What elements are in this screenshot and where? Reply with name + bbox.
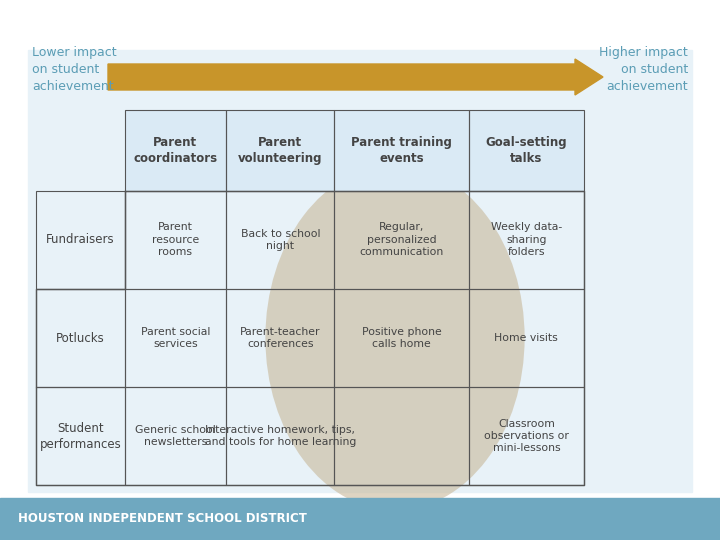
Text: Parent-teacher
conferences: Parent-teacher conferences bbox=[240, 327, 320, 349]
Bar bbox=[335, 110, 469, 191]
Text: Potlucks: Potlucks bbox=[56, 332, 104, 345]
Bar bbox=[125, 110, 584, 191]
Text: HOUSTON INDEPENDENT SCHOOL DISTRICT: HOUSTON INDEPENDENT SCHOOL DISTRICT bbox=[18, 512, 307, 525]
Bar bbox=[469, 191, 584, 289]
Bar bbox=[125, 191, 226, 289]
Text: Higher impact
on student
achievement: Higher impact on student achievement bbox=[599, 46, 688, 93]
Text: Parent training
events: Parent training events bbox=[351, 136, 452, 165]
Bar bbox=[226, 110, 335, 191]
FancyArrow shape bbox=[108, 59, 603, 95]
Bar bbox=[226, 387, 335, 485]
Bar bbox=[469, 289, 584, 387]
Text: Parent social
services: Parent social services bbox=[140, 327, 210, 349]
Bar bbox=[469, 387, 584, 485]
Text: Regular,
personalized
communication: Regular, personalized communication bbox=[359, 222, 444, 257]
Bar bbox=[335, 191, 469, 289]
Bar bbox=[125, 110, 226, 191]
Text: Back to school
night: Back to school night bbox=[240, 228, 320, 251]
Ellipse shape bbox=[266, 165, 525, 510]
Text: Home visits: Home visits bbox=[495, 333, 558, 343]
Bar bbox=[125, 387, 226, 485]
Bar bbox=[0, 498, 720, 540]
Text: Fundraisers: Fundraisers bbox=[46, 233, 114, 246]
Bar bbox=[28, 50, 692, 492]
Text: Parent
coordinators: Parent coordinators bbox=[133, 136, 217, 165]
Text: Generic school
newsletters: Generic school newsletters bbox=[135, 425, 216, 447]
Text: Student
performances: Student performances bbox=[40, 422, 121, 450]
Bar bbox=[125, 289, 226, 387]
Text: Interactive homework, tips,
and tools for home learning: Interactive homework, tips, and tools fo… bbox=[204, 425, 356, 447]
Bar bbox=[335, 289, 469, 387]
Bar bbox=[226, 289, 335, 387]
Bar bbox=[36, 191, 125, 289]
Text: Weekly data-
sharing
folders: Weekly data- sharing folders bbox=[491, 222, 562, 257]
Text: Parent
resource
rooms: Parent resource rooms bbox=[152, 222, 199, 257]
Text: Lower impact
on student
achievement: Lower impact on student achievement bbox=[32, 46, 117, 93]
Bar bbox=[36, 289, 125, 387]
Text: Classroom
observations or
mini-lessons: Classroom observations or mini-lessons bbox=[484, 418, 569, 454]
Bar bbox=[226, 191, 335, 289]
Bar bbox=[335, 387, 469, 485]
Text: Goal-setting
talks: Goal-setting talks bbox=[485, 136, 567, 165]
Text: Positive phone
calls home: Positive phone calls home bbox=[362, 327, 441, 349]
Bar bbox=[469, 110, 584, 191]
Text: Parent
volunteering: Parent volunteering bbox=[238, 136, 323, 165]
Bar bbox=[36, 387, 125, 485]
